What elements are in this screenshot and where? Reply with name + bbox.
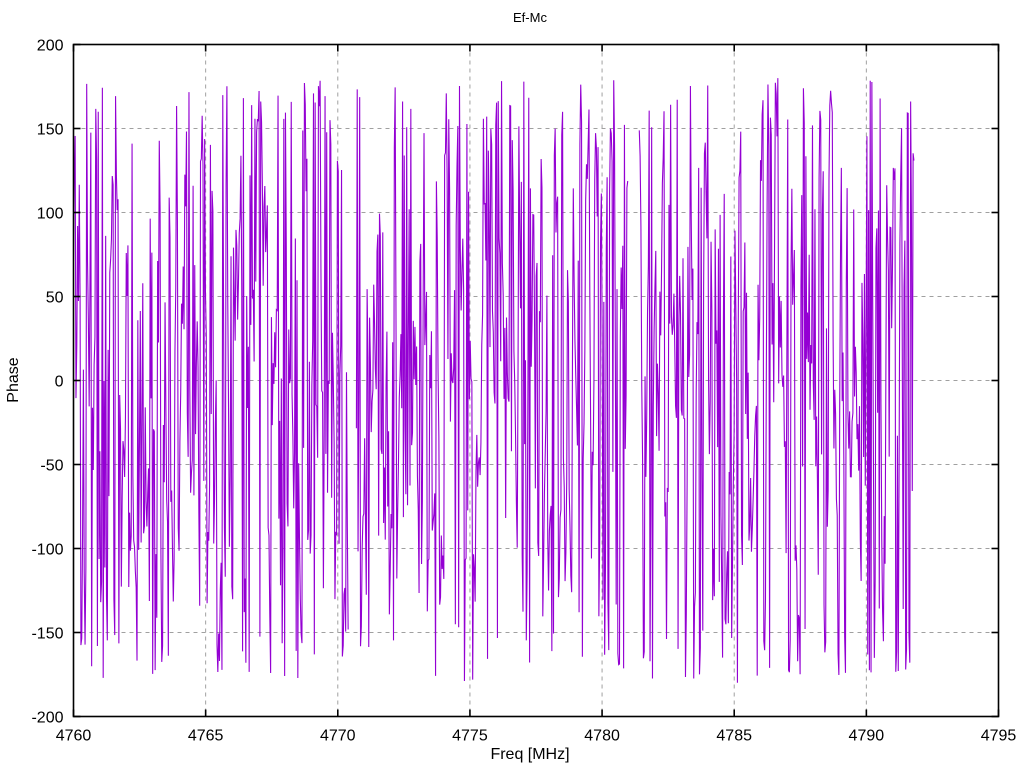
- y-tick-label: -200: [31, 710, 63, 727]
- y-tick-label: -100: [31, 542, 63, 559]
- x-tick-label: 4785: [716, 728, 752, 745]
- x-tick-label: 4775: [452, 728, 488, 745]
- x-tick-label: 4790: [849, 728, 885, 745]
- x-axis-tick-labels: 4760 4765 4770 4775 4780 4785 4790 4795: [56, 728, 1017, 745]
- y-axis-label: Phase: [5, 357, 22, 402]
- y-axis-ticks: [73, 43, 999, 718]
- y-tick-label: 100: [37, 206, 64, 223]
- x-tick-label: 4795: [981, 728, 1017, 745]
- y-tick-label: -50: [40, 458, 63, 475]
- x-tick-label: 4770: [320, 728, 356, 745]
- y-tick-label: 200: [37, 38, 64, 55]
- x-axis-ticks: [72, 44, 1000, 717]
- y-axis-tick-labels: 200 150 100 50 0 -50 -100 -150 -200: [31, 38, 63, 727]
- data-series-group: [73, 78, 915, 683]
- chart-title: Ef-Mc: [513, 10, 547, 25]
- x-axis-label: Freq [MHz]: [490, 746, 569, 763]
- data-series-line: [73, 78, 915, 683]
- x-tick-label: 4765: [188, 728, 224, 745]
- x-tick-label: 4760: [56, 728, 92, 745]
- y-tick-label: 0: [55, 374, 64, 391]
- y-tick-label: 150: [37, 122, 64, 139]
- y-tick-label: -150: [31, 626, 63, 643]
- x-tick-label: 4780: [584, 728, 620, 745]
- y-tick-label: 50: [46, 290, 64, 307]
